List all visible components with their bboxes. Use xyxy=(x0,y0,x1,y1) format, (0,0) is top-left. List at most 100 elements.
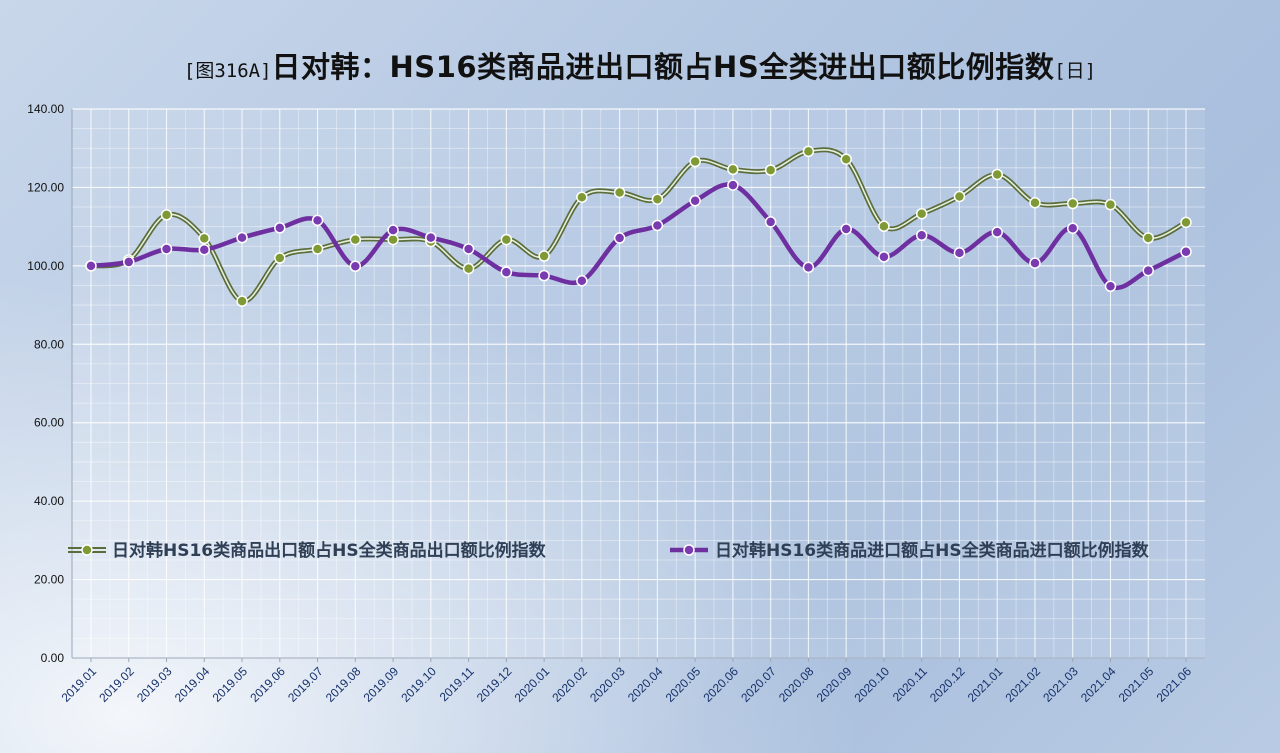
series-import-point[interactable] xyxy=(727,179,739,191)
series-import-point[interactable] xyxy=(198,244,211,256)
series-import-point[interactable] xyxy=(1066,222,1079,234)
series-import-point[interactable] xyxy=(387,224,399,236)
series-export-point[interactable] xyxy=(198,232,211,245)
series-import-point[interactable] xyxy=(840,223,852,235)
x-tick-label: 2019.04 xyxy=(172,664,213,705)
series-export-point[interactable] xyxy=(802,145,815,158)
x-tick-label: 2020.03 xyxy=(587,664,628,705)
x-tick-label: 2020.05 xyxy=(663,664,704,705)
x-tick-label: 2020.11 xyxy=(890,664,930,704)
series-import-point[interactable] xyxy=(651,219,664,232)
series-import-point[interactable] xyxy=(1104,280,1117,292)
series-export-point[interactable] xyxy=(727,163,739,176)
series-import-point[interactable] xyxy=(991,226,1003,238)
legend-item-export[interactable]: 日对韩HS16类商品出口额占HS全类商品出口额比例指数 xyxy=(68,540,547,561)
series-export-point[interactable] xyxy=(1180,216,1192,229)
series-export-point[interactable] xyxy=(953,190,966,203)
x-tick-label: 2019.09 xyxy=(361,664,402,705)
x-tick-label: 2019.07 xyxy=(285,664,326,705)
x-tick-label: 2019.05 xyxy=(210,664,251,705)
series-import-point[interactable] xyxy=(538,269,550,282)
x-tick-label: 2021.02 xyxy=(1003,664,1044,705)
series-import-point[interactable] xyxy=(85,260,97,272)
legend-import-label: 日对韩HS16类商品进口额占HS全类商品进口额比例指数 xyxy=(715,540,1150,561)
x-tick-label: 2019.08 xyxy=(323,664,364,705)
series-export-point[interactable] xyxy=(349,233,362,246)
title-prefix: [图316A] xyxy=(183,60,272,82)
series-import-point[interactable] xyxy=(123,256,135,268)
x-tick-label: 2020.02 xyxy=(549,664,590,705)
legend-export-marker xyxy=(81,544,93,556)
legend: 日对韩HS16类商品出口额占HS全类商品出口额比例指数 日对韩HS16类商品进口… xyxy=(68,540,1150,561)
y-tick-label: 120.00 xyxy=(27,180,64,194)
y-tick-label: 40.00 xyxy=(34,494,64,508)
series-import-point[interactable] xyxy=(953,247,966,259)
series xyxy=(85,145,1192,307)
series-import xyxy=(85,179,1192,292)
series-import-point[interactable] xyxy=(613,232,626,244)
series-import-point[interactable] xyxy=(1142,264,1154,277)
series-export-point[interactable] xyxy=(500,233,513,246)
series-import-point[interactable] xyxy=(802,261,815,274)
x-tick-label: 2020.09 xyxy=(814,664,855,705)
y-tick-label: 60.00 xyxy=(34,416,64,430)
series-export-point[interactable] xyxy=(991,168,1003,181)
series-export-point[interactable] xyxy=(160,209,173,221)
x-tick-label: 2019.11 xyxy=(437,664,477,704)
series-import-point[interactable] xyxy=(160,243,173,255)
series-import-point[interactable] xyxy=(500,266,513,278)
legend-item-import[interactable]: 日对韩HS16类商品进口额占HS全类商品进口额比例指数 xyxy=(670,540,1150,561)
series-export-point[interactable] xyxy=(689,155,701,168)
y-tick-label: 140.00 xyxy=(27,102,64,116)
series-import-point[interactable] xyxy=(878,251,890,263)
series-export-point[interactable] xyxy=(236,295,248,307)
series-import-point[interactable] xyxy=(764,216,777,228)
series-import-point[interactable] xyxy=(349,260,362,272)
series-import-point[interactable] xyxy=(236,231,248,244)
x-tick-label: 2020.04 xyxy=(625,664,666,705)
series-export-point[interactable] xyxy=(613,186,626,199)
series-export-point[interactable] xyxy=(462,262,475,275)
series-export-point[interactable] xyxy=(651,193,664,205)
series-import-point[interactable] xyxy=(425,231,437,244)
x-tick-label: 2020.06 xyxy=(700,664,741,705)
x-tick-label: 2020.12 xyxy=(927,664,968,705)
x-tick-label: 2021.03 xyxy=(1040,664,1081,705)
series-import-point[interactable] xyxy=(274,222,286,234)
series-import-point[interactable] xyxy=(915,229,928,242)
series-import-point[interactable] xyxy=(311,214,324,227)
x-tick-label: 2019.02 xyxy=(96,664,137,705)
legend-import-marker xyxy=(683,544,695,556)
x-tick-label: 2021.05 xyxy=(1116,664,1157,705)
x-tick-label: 2020.10 xyxy=(851,664,892,705)
series-export-point[interactable] xyxy=(1142,232,1154,244)
series-import-point[interactable] xyxy=(462,243,475,255)
series-import-point[interactable] xyxy=(689,195,701,207)
series-import-point[interactable] xyxy=(1180,245,1192,258)
series-export-point[interactable] xyxy=(840,153,852,165)
series-export-point[interactable] xyxy=(1066,197,1079,210)
series-export-point[interactable] xyxy=(311,243,324,255)
series-export-point[interactable] xyxy=(1104,198,1117,211)
legend-export-label: 日对韩HS16类商品出口额占HS全类商品出口额比例指数 xyxy=(112,540,547,561)
series-export-point[interactable] xyxy=(915,207,928,220)
grid xyxy=(72,108,1205,659)
series-export-point[interactable] xyxy=(538,250,550,262)
title-main: 日对韩：HS16类商品进出口额占HS全类进出口额比例指数 xyxy=(271,50,1055,84)
series-export-point[interactable] xyxy=(878,220,890,233)
series-export-point[interactable] xyxy=(387,233,399,246)
series-import-point[interactable] xyxy=(576,275,588,287)
series-export-point[interactable] xyxy=(274,252,286,264)
series-export-point[interactable] xyxy=(576,191,588,203)
x-tick-label: 2019.10 xyxy=(398,664,439,705)
y-tick-label: 0.00 xyxy=(41,651,65,665)
x-tick-label: 2019.06 xyxy=(247,664,288,705)
x-tick-label: 2019.12 xyxy=(474,664,515,705)
x-tick-label: 2021.04 xyxy=(1078,664,1119,705)
x-tick-label: 2020.08 xyxy=(776,664,817,705)
series-import-point[interactable] xyxy=(1029,257,1041,269)
series-export-point[interactable] xyxy=(764,164,777,176)
series-export-point[interactable] xyxy=(1029,196,1041,209)
